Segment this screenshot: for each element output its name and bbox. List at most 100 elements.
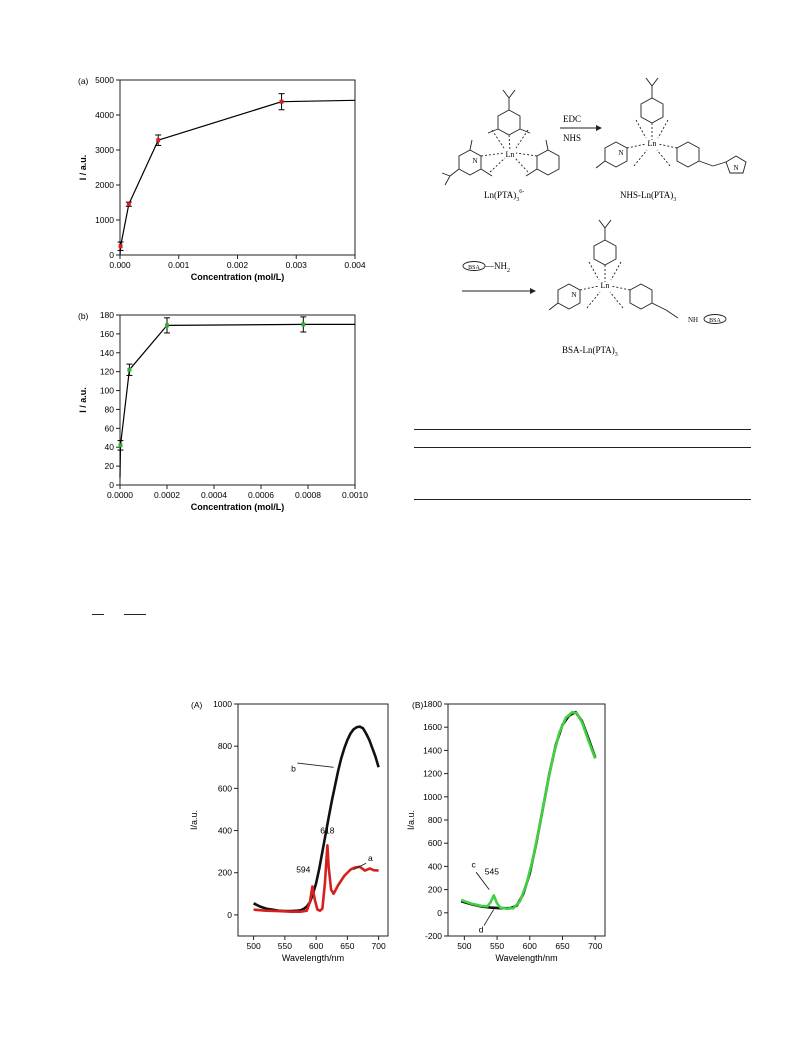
chart-B-ytick-label-9: 1600 — [423, 722, 442, 732]
chart-B-ytick-label-1: 0 — [437, 908, 442, 918]
chart-b-ytick-label-0: 0 — [109, 480, 114, 490]
chart-B-series-c-line — [460, 710, 597, 910]
chart-b-series-0-line — [119, 323, 355, 478]
chart-b-xtick-label-2: 0.0004 — [201, 490, 227, 500]
chart-a-point-4 — [279, 99, 284, 104]
chart-B-ytick-label-7: 1200 — [423, 769, 442, 779]
chart-A-xlabel: Wavelength/nm — [282, 953, 344, 963]
chart-b-panel-label: (b) — [78, 311, 89, 321]
chart-B-ytick-label-10: 1800 — [423, 699, 442, 709]
chart-a-xtick-label-2: 0.002 — [227, 260, 249, 270]
chart-b-ytick-label-1: 20 — [105, 461, 115, 471]
reagent-edc: EDC — [563, 114, 581, 124]
chart-b-xtick-label-5: 0.0010 — [342, 490, 368, 500]
chart-b-ytick-label-3: 60 — [105, 423, 115, 433]
chart-B-xlabel: Wavelength/nm — [495, 953, 557, 963]
chart-B-ytick-label-4: 600 — [428, 838, 442, 848]
chart-panel-A: (A) 500 550 600 650 700 0 200 400 600 800 1000 Wavel… — [189, 699, 389, 963]
equation-fraction-bars — [92, 614, 162, 620]
chart-b-point-4 — [301, 322, 306, 327]
chart-b-ytick-label-2: 40 — [105, 442, 115, 452]
fraction-bar-1 — [92, 614, 104, 615]
chart-B-annotation-545: 545 — [485, 867, 499, 877]
complex-nhs-ln-pta — [595, 77, 747, 174]
chart-b-ytick-label-4: 80 — [105, 404, 115, 414]
chart-panel-b: (b) 0.0000 0.0002 0.0004 0.0006 0.0008 0.0010 0… — [78, 310, 368, 512]
chart-b-ytick-label-5: 100 — [100, 386, 114, 396]
chart-B-arrow-d — [483, 909, 495, 926]
chart-B-xtick-label-0: 500 — [457, 941, 471, 951]
chart-A-ytick-label-4: 800 — [218, 741, 232, 751]
bsa-ellipse-product — [703, 314, 727, 324]
chart-b-ytick-label-9: 180 — [100, 310, 114, 320]
chart-A-ylabel: I/a.u. — [189, 810, 199, 830]
chart-B-xtick-label-4: 700 — [588, 941, 602, 951]
chart-B-ytick-label-5: 800 — [428, 815, 442, 825]
chart-a-ylabel: I / a.u. — [78, 155, 88, 181]
chart-A-annotation-b: b — [291, 763, 296, 773]
chart-B-panel-label: (B) — [412, 700, 424, 710]
chart-b-xlabel: Concentration (mol/L) — [191, 502, 285, 512]
chart-A-annotation-594: 594 — [296, 865, 310, 875]
chart-A-ytick-label-3: 600 — [218, 783, 232, 793]
nitrogen-label-1: N — [472, 157, 477, 165]
chart-A-ytick-label-0: 0 — [227, 910, 232, 920]
chart-a-xtick-label-4: 0.004 — [344, 260, 366, 270]
chart-b-xtick-label-3: 0.0006 — [248, 490, 274, 500]
chart-panel-B: (B) 500 550 600 650 700 -200 0 200 400 600 800 1000 1… — [406, 699, 606, 963]
chart-A-ytick-label-2: 400 — [218, 826, 232, 836]
label-bsa-ln-pta: BSA-Ln(PTA)3 — [562, 345, 618, 358]
chart-A-arrow-a — [353, 862, 367, 870]
chart-b-ytick-label-6: 120 — [100, 367, 114, 377]
arrow-1 — [560, 125, 602, 131]
chart-B-annotation-d: d — [479, 925, 484, 935]
chart-A-xtick-label-4: 700 — [372, 941, 386, 951]
chart-b-xtick-label-1: 0.0002 — [154, 490, 180, 500]
chart-B-ytick-label-0: -200 — [425, 931, 442, 941]
bsa-ellipse — [462, 261, 486, 271]
label-ln-pta: Ln(PTA)36- — [484, 189, 524, 203]
chart-A-xtick-label-3: 650 — [340, 941, 354, 951]
chart-A-annotation-618: 618 — [320, 826, 334, 836]
fraction-bar-2 — [124, 614, 146, 615]
chart-A-ytick-label-1: 200 — [218, 868, 232, 878]
complex-ln-pta — [441, 89, 560, 186]
chart-panel-a: (a) 0.000 0.001 0.002 0.003 0.004 0 1000 2000 300… — [78, 75, 366, 282]
chart-B-ytick-label-3: 400 — [428, 861, 442, 871]
table-bottom-rule — [414, 499, 751, 500]
chart-A-ytick-label-5: 1000 — [213, 699, 232, 709]
chart-a-point-3 — [156, 138, 161, 143]
reaction-scheme: Ln N Ln(PTA)36- EDC NHS — [441, 77, 747, 358]
nitrogen-label-3: N — [571, 291, 576, 299]
chart-A-xtick-label-2: 600 — [309, 941, 323, 951]
chart-B-xtick-label-1: 550 — [490, 941, 504, 951]
chart-a-xtick-label-1: 0.001 — [168, 260, 190, 270]
chart-a-xtick-label-0: 0.000 — [109, 260, 131, 270]
chart-a-ytick-label-1: 1000 — [95, 215, 114, 225]
metal-label-3: Ln — [601, 281, 610, 290]
chart-B-annotation-c: c — [472, 860, 477, 870]
chart-a-panel-label: (a) — [78, 76, 89, 86]
label-nhs-ln-pta: NHS-Ln(PTA)3 — [620, 190, 676, 203]
chart-b-xtick-label-4: 0.0008 — [295, 490, 321, 500]
nh-label: NH — [688, 316, 698, 324]
chart-B-ylabel: I/a.u. — [406, 810, 416, 830]
chart-B-ytick-label-6: 1000 — [423, 792, 442, 802]
chart-A-arrow-b — [297, 762, 334, 768]
chart-a-xlabel: Concentration (mol/L) — [191, 272, 285, 282]
chart-B-xtick-label-2: 600 — [523, 941, 537, 951]
chart-B-arrow-c — [475, 871, 490, 890]
table-rules — [414, 429, 751, 501]
chart-a-xtick-label-3: 0.003 — [286, 260, 308, 270]
chart-A-annotation-a: a — [368, 853, 373, 863]
chart-b-point-3 — [165, 323, 169, 328]
amine-reagent-label: —NH2 — [484, 261, 510, 274]
chart-A-panel-label: (A) — [191, 700, 203, 710]
nitrogen-label-2: N — [618, 149, 623, 157]
chart-b-xtick-label-0: 0.0000 — [107, 490, 133, 500]
chart-B-frame — [447, 703, 606, 937]
bsa-reagent-label: BSA — [468, 265, 480, 271]
reagent-nhs: NHS — [563, 133, 581, 143]
chart-A-xtick-label-1: 550 — [278, 941, 292, 951]
